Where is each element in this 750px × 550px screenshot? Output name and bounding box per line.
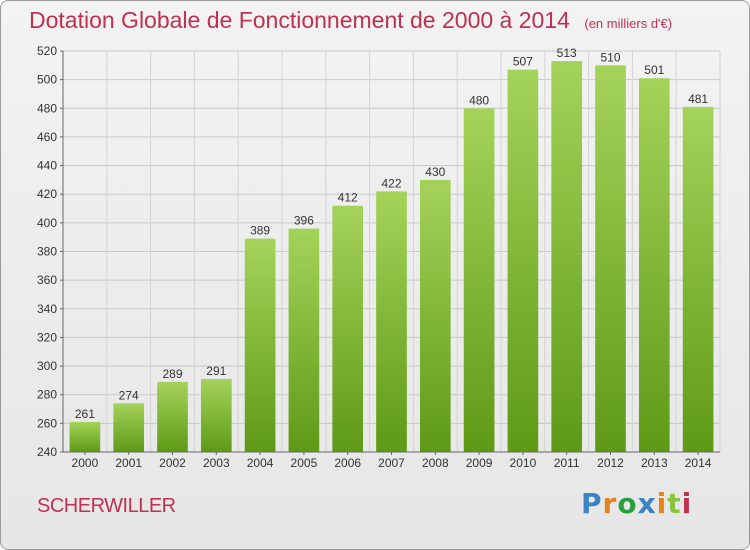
axis-layer: 240 260 280 300 320 340 360 380 400 420 440 460 480 5…: [37, 44, 720, 470]
x-tick-label: 2005: [291, 456, 318, 470]
x-tick-label: 2011: [554, 456, 580, 470]
x-tick-label: 2013: [641, 456, 668, 470]
x-tick-label: 2014: [685, 456, 712, 470]
y-tick-label: 400: [37, 216, 57, 230]
proxiti-logo[interactable]: Proxiti: [581, 487, 693, 520]
bar-2003: [200, 378, 232, 452]
chart-title: Dotation Globale de Fonctionnement de 20…: [29, 7, 570, 33]
bar-2002: [157, 381, 188, 452]
bar-2001: [113, 403, 145, 452]
bar-2006: [332, 205, 364, 452]
x-tick-label: 2000: [72, 456, 99, 470]
chart-subtitle: (en milliers d'€): [584, 16, 673, 31]
bar-2010: [507, 69, 539, 452]
data-label: 261: [75, 407, 95, 421]
bar-layer: [69, 61, 714, 453]
x-tick-label: 2004: [247, 456, 274, 470]
data-label: 396: [294, 214, 314, 228]
x-tick-label: 2006: [334, 456, 361, 470]
data-label: 422: [381, 176, 401, 190]
x-tick-label: 2008: [422, 456, 449, 470]
data-label: 501: [644, 63, 664, 77]
x-tick-label: 2002: [159, 456, 186, 470]
x-tick-label: 2001: [115, 456, 142, 470]
bar-2005: [288, 228, 320, 452]
bar-2011: [551, 61, 583, 453]
data-label: 274: [119, 388, 139, 402]
y-tick-label: 520: [37, 44, 57, 58]
x-tick-label: 2012: [597, 456, 624, 470]
x-tick-label: 2009: [466, 456, 493, 470]
y-tick-label: 460: [37, 130, 57, 144]
x-tick-label: 2003: [203, 456, 230, 470]
data-label: 430: [425, 165, 445, 179]
y-tick-label: 240: [37, 445, 57, 459]
data-label: 507: [513, 55, 533, 69]
data-label: 389: [250, 224, 270, 238]
data-label: 513: [557, 46, 577, 60]
y-tick-label: 360: [37, 273, 57, 287]
bar-2007: [376, 191, 407, 452]
data-label: 291: [206, 364, 226, 378]
y-tick-label: 420: [37, 187, 57, 201]
y-tick-label: 260: [37, 416, 57, 430]
x-tick-label: 2010: [510, 456, 537, 470]
y-tick-label: 380: [37, 245, 57, 259]
y-tick-label: 440: [37, 159, 57, 173]
data-label: 480: [469, 93, 489, 107]
data-label: 289: [162, 367, 182, 381]
y-tick-label: 300: [37, 359, 57, 373]
location-name: SCHERWILLER: [37, 495, 176, 517]
bar-2013: [638, 78, 670, 452]
y-tick-label: 480: [37, 101, 57, 115]
y-tick-label: 340: [37, 302, 57, 316]
y-tick-label: 320: [37, 330, 57, 344]
bar-2000: [69, 421, 101, 452]
data-label: 481: [688, 92, 708, 106]
x-tick-label: 2007: [378, 456, 405, 470]
bar-2008: [419, 179, 451, 452]
y-tick-label: 280: [37, 388, 57, 402]
y-tick-label: 500: [37, 73, 57, 87]
data-label: 510: [600, 50, 620, 64]
bar-2004: [244, 238, 276, 452]
data-label: 412: [338, 191, 358, 205]
bar-2014: [682, 106, 714, 452]
bar-2012: [595, 65, 626, 453]
title-block: Dotation Globale de Fonctionnement de 20…: [29, 7, 672, 34]
bar-2009: [463, 108, 495, 453]
